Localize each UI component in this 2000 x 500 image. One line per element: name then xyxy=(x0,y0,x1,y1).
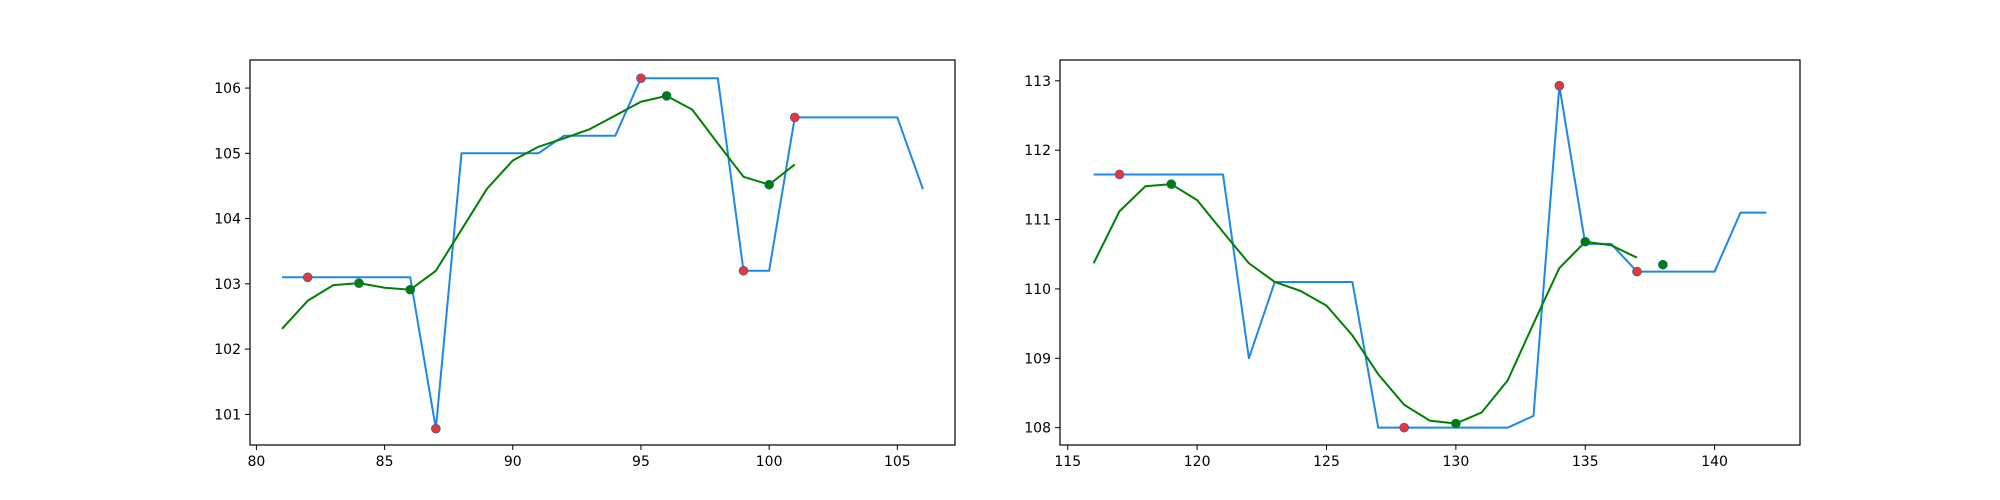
scatter-point xyxy=(1554,80,1565,91)
x-tick-label: 135 xyxy=(1572,454,1599,470)
y-tick-label: 110 xyxy=(1024,282,1051,298)
right-chart: 115 120 125 130 135 140 108 109 110 111 112 113 xyxy=(1024,59,1801,470)
scatter-point xyxy=(1399,422,1409,433)
series-line-1 xyxy=(1092,183,1638,425)
scatter-point xyxy=(789,112,800,123)
scatter-point xyxy=(302,272,313,283)
y-tick-label: 103 xyxy=(214,277,241,293)
y-tick-label: 104 xyxy=(214,212,241,228)
scatter-point xyxy=(1632,266,1642,277)
scatter-point xyxy=(764,179,774,190)
scatter-point xyxy=(354,278,364,288)
scatter-point xyxy=(405,284,416,295)
y-tick-label: 106 xyxy=(214,81,241,97)
x-tick-label: 80 xyxy=(247,454,265,470)
series-line-0 xyxy=(1093,84,1767,429)
x-tick-label: 120 xyxy=(1184,454,1211,470)
x-tick-label: 105 xyxy=(884,454,911,470)
scatter-point xyxy=(1166,179,1177,189)
series-line-1 xyxy=(281,94,796,330)
x-tick-label: 140 xyxy=(1701,454,1728,470)
axes-frame xyxy=(1059,59,1801,446)
scatter-point xyxy=(636,73,646,84)
scatter-point xyxy=(738,265,749,276)
y-tick-label: 109 xyxy=(1024,351,1051,367)
y-tick-label: 101 xyxy=(214,407,241,423)
series-line-0 xyxy=(282,77,924,430)
axes-frame xyxy=(249,59,956,446)
x-tick-label: 95 xyxy=(632,454,650,470)
scatter-point xyxy=(1114,169,1125,180)
x-tick-label: 115 xyxy=(1054,454,1081,470)
scatter-point xyxy=(1451,418,1461,429)
scatter-point xyxy=(431,423,441,434)
scatter-point xyxy=(1658,259,1668,270)
scatter-point xyxy=(1580,236,1591,247)
x-tick-label: 85 xyxy=(376,454,394,470)
y-tick-label: 105 xyxy=(214,146,241,162)
x-tick-label: 125 xyxy=(1313,454,1340,470)
y-tick-label: 113 xyxy=(1024,74,1051,90)
y-tick-label: 102 xyxy=(214,342,241,358)
scatter-point xyxy=(661,91,672,101)
x-tick-label: 90 xyxy=(504,454,522,470)
y-tick-label: 108 xyxy=(1024,421,1051,437)
left-chart: 80 85 90 95 100 105 101 102 103 104 105 106 xyxy=(214,59,956,470)
y-tick-label: 112 xyxy=(1024,143,1051,159)
x-tick-label: 130 xyxy=(1443,454,1470,470)
x-tick-label: 100 xyxy=(756,454,783,470)
y-tick-label: 111 xyxy=(1024,213,1051,229)
